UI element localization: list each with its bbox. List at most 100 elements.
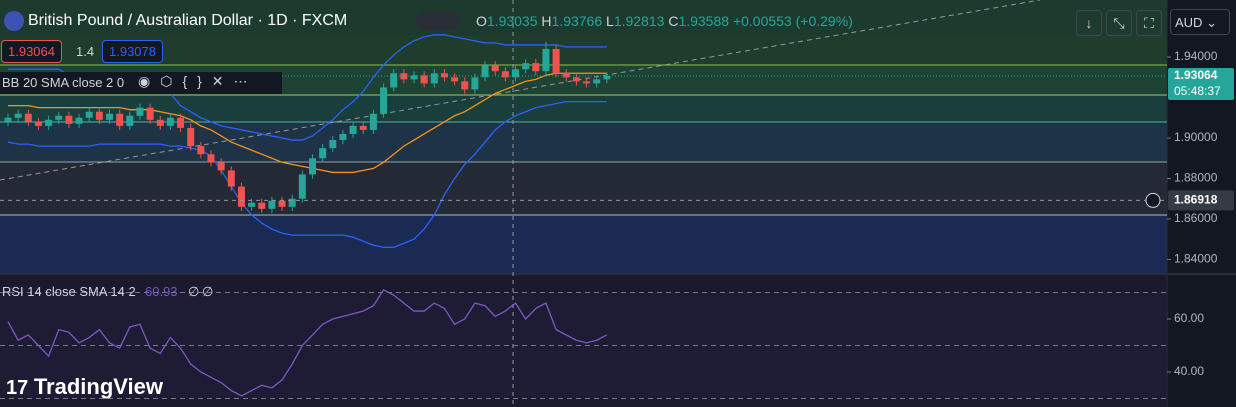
symbol-title[interactable]: British Pound / Australian Dollar · 1D ·… <box>28 12 348 29</box>
candle-body <box>126 115 134 126</box>
candle-body <box>400 73 408 80</box>
candle-body <box>512 69 519 78</box>
y-tick-label: 1.86000 <box>1174 211 1218 225</box>
candle-body <box>552 48 560 74</box>
candle-body <box>471 77 479 90</box>
candle-body <box>562 73 570 78</box>
candle-body <box>420 75 428 84</box>
candle-body <box>85 111 93 118</box>
legend-icons[interactable]: ◉⬡{}✕⋯ <box>138 73 258 89</box>
bb-legend[interactable]: BB 20 SMA close 2 0 <box>2 75 125 90</box>
scroll-button[interactable]: ↓ <box>1076 10 1102 36</box>
candle-body <box>268 200 276 209</box>
candle-body <box>237 186 245 207</box>
currency-select[interactable]: AUD ⌄ <box>1170 9 1230 35</box>
candle-body <box>390 73 398 88</box>
zone <box>0 0 1167 35</box>
c-value: 1.93588 <box>678 13 730 29</box>
logo-text: TradingView <box>33 374 163 399</box>
rsi-line <box>7 288 608 397</box>
ohlc: O1.93035 H1.93766 L1.92813 C1.93588 +0.0… <box>476 13 853 29</box>
candle-body <box>197 146 205 155</box>
y-tick-label: 1.94000 <box>1174 49 1218 63</box>
rsi-band <box>0 292 1167 398</box>
candle-body <box>14 113 22 118</box>
change: +0.00553 (+0.29%) <box>732 13 853 29</box>
rsi-na: ∅ <box>202 284 214 299</box>
rsi-value: 60.93 <box>145 284 178 299</box>
candle-body <box>166 117 174 126</box>
candle-body <box>4 117 12 122</box>
logo: 17 TradingView <box>6 374 163 400</box>
candle-body <box>309 158 316 175</box>
candle-body <box>177 117 185 128</box>
candle-body <box>24 113 32 122</box>
candle-body <box>298 174 306 199</box>
h-label: H <box>541 13 552 29</box>
candle-body <box>380 87 388 114</box>
flag-icon <box>4 11 24 31</box>
candle-body <box>339 133 347 141</box>
candle-body <box>461 81 469 90</box>
candle-body <box>329 140 337 149</box>
logo-mark: 17 <box>6 377 34 399</box>
zone <box>0 215 1167 273</box>
crosshair-box <box>1168 190 1234 211</box>
candle-body <box>116 113 124 126</box>
candle-body <box>532 63 540 72</box>
candle-body <box>95 111 103 120</box>
candle-body <box>603 76 611 80</box>
candle-body <box>136 107 144 116</box>
candle-body <box>217 162 225 171</box>
zone <box>0 162 1167 215</box>
candle-body <box>207 154 215 163</box>
collapse-button[interactable]: ⤡ <box>1106 10 1132 36</box>
zone <box>0 35 1167 65</box>
o-value: 1.93035 <box>486 13 538 29</box>
candle-body <box>522 63 530 70</box>
candle-body <box>481 65 489 78</box>
candle-body <box>106 113 113 120</box>
o-label: O <box>476 13 487 29</box>
band-line <box>7 100 607 248</box>
sell-button[interactable]: 1.93064 <box>1 40 62 63</box>
candle-body <box>187 127 195 147</box>
candle-body <box>278 200 286 207</box>
h-value: 1.93766 <box>551 13 603 29</box>
candle-body <box>501 71 509 78</box>
fullscreen-button[interactable]: ⛶ <box>1136 10 1162 36</box>
candle-body <box>34 121 42 126</box>
candle-body <box>288 198 296 207</box>
candle-body <box>369 113 377 130</box>
candle-body <box>146 107 154 120</box>
buy-button[interactable]: 1.93078 <box>102 40 163 63</box>
candle-body <box>65 115 73 124</box>
add-button[interactable] <box>1145 192 1161 208</box>
rsi-na: ∅ <box>188 284 200 299</box>
zone <box>0 95 1167 122</box>
l-label: L <box>606 13 614 29</box>
last-price-box <box>1168 68 1234 101</box>
l-value: 1.92813 <box>613 13 665 29</box>
candle-body <box>258 202 266 209</box>
candle-body <box>45 119 53 126</box>
crosshair-label: 1.86918 <box>1174 193 1218 207</box>
candle-body <box>359 125 367 130</box>
candle-body <box>55 115 63 120</box>
y-tick-label: 40.00 <box>1174 364 1204 378</box>
candle-body <box>227 170 235 187</box>
candle-body <box>75 117 83 124</box>
candle-body <box>156 119 164 126</box>
candle-body <box>440 73 448 78</box>
candle-body <box>349 125 357 134</box>
rsi-legend[interactable]: RSI 14 close SMA 14 2 <box>2 284 136 299</box>
currency: AUD <box>1175 15 1203 30</box>
zone <box>0 122 1167 162</box>
candle-body <box>319 148 327 159</box>
candle-body <box>430 73 438 84</box>
countdown-label: 05:48:37 <box>1174 84 1221 98</box>
spread: 1.4 <box>76 44 95 59</box>
bb-legend-bg <box>0 72 282 94</box>
status-pill[interactable] <box>416 12 460 30</box>
